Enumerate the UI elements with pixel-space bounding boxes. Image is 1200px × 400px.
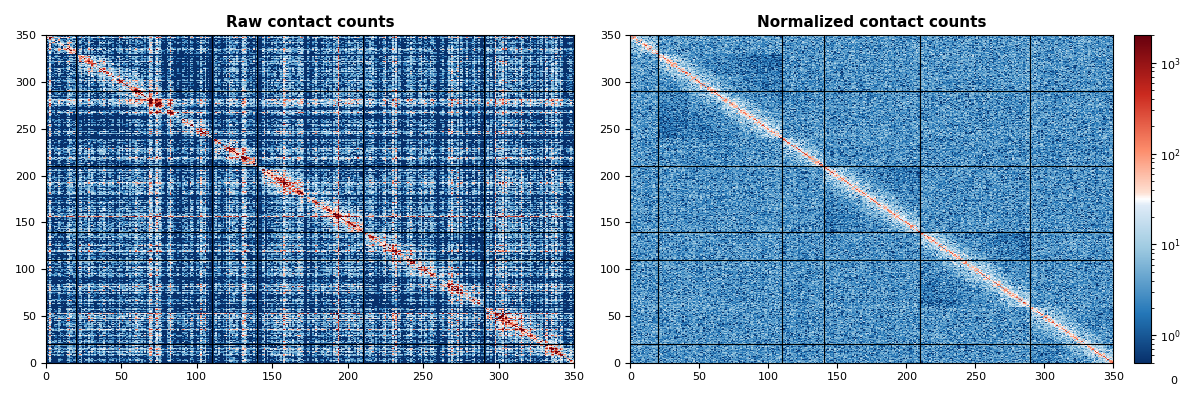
Title: Raw contact counts: Raw contact counts xyxy=(226,15,395,30)
Title: Normalized contact counts: Normalized contact counts xyxy=(757,15,986,30)
Text: 0: 0 xyxy=(1170,376,1177,386)
